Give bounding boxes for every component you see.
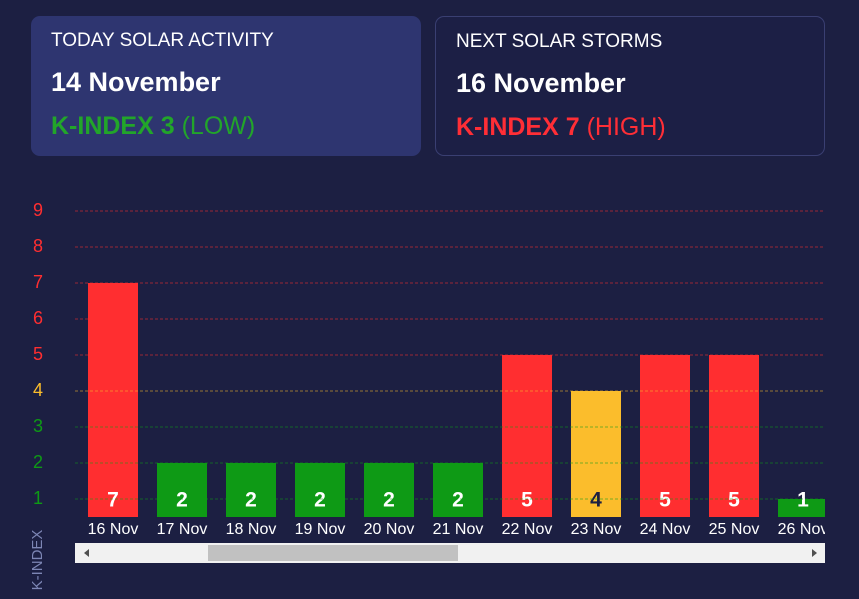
scroll-right[interactable] xyxy=(812,549,817,557)
scroll-left[interactable] xyxy=(84,549,89,557)
bar xyxy=(364,463,414,517)
bar-label: 5 xyxy=(521,489,533,512)
y-tick-label: 4 xyxy=(33,380,43,400)
x-tick-label: 25 Nov xyxy=(709,521,760,538)
level: (LOW) xyxy=(181,112,256,140)
x-tick-label: 26 Nov xyxy=(778,521,829,538)
x-tick-label: 24 Nov xyxy=(640,521,691,538)
kindex: K-INDEX 7 xyxy=(456,113,580,141)
y-tick-label: 3 xyxy=(33,416,43,436)
x-tick-label: 19 Nov xyxy=(295,521,346,538)
next-card: NEXT SOLAR STORMS 16 November K-INDEX 7 … xyxy=(435,16,825,156)
card-kindex: K-INDEX 7 (HIGH) xyxy=(456,113,804,142)
bar xyxy=(157,463,207,517)
bar xyxy=(640,355,690,517)
bar-label: 2 xyxy=(245,489,257,512)
bar xyxy=(709,355,759,517)
x-tick-label: 17 Nov xyxy=(157,521,208,538)
bar-label: 2 xyxy=(314,489,326,512)
bar xyxy=(571,391,621,517)
x-tick-label: 21 Nov xyxy=(433,521,484,538)
plot-area: 16 Nov 7 17 Nov 2 18 Nov 2 19 Nov 2 20 Nov 2 21 No… xyxy=(88,283,829,538)
y-tick-label: 8 xyxy=(33,236,43,256)
bar-label: 1 xyxy=(797,489,809,512)
card-label: TODAY SOLAR ACTIVITY xyxy=(51,30,274,51)
bar-label: 5 xyxy=(728,489,740,512)
card-label: NEXT SOLAR STORMS xyxy=(456,31,663,52)
bar-label: 5 xyxy=(659,489,671,512)
bar xyxy=(295,463,345,517)
x-tick-label: 22 Nov xyxy=(502,521,553,538)
bar xyxy=(88,283,138,517)
scroll-thumb[interactable] xyxy=(208,545,458,561)
bar xyxy=(502,355,552,517)
today-card: TODAY SOLAR ACTIVITY 14 November K-INDEX… xyxy=(31,16,421,156)
bar-label: 2 xyxy=(176,489,188,512)
bar-label: 7 xyxy=(107,489,119,512)
bar xyxy=(226,463,276,517)
x-tick-label: 18 Nov xyxy=(226,521,277,538)
y-tick-label: 9 xyxy=(33,200,43,220)
y-axis-label: K-INDEX xyxy=(29,530,46,591)
card-date: 14 November xyxy=(51,67,221,97)
bar xyxy=(778,499,825,517)
x-tick-label: 16 Nov xyxy=(88,521,139,538)
x-tick-label: 23 Nov xyxy=(571,521,622,538)
y-tick-label: 1 xyxy=(33,488,43,508)
kindex: K-INDEX 3 xyxy=(51,112,175,140)
card-date: 16 November xyxy=(456,68,626,98)
bar-label: 2 xyxy=(452,489,464,512)
level: (HIGH) xyxy=(586,113,666,141)
y-tick-label: 7 xyxy=(33,272,43,292)
y-tick-label: 2 xyxy=(33,452,43,472)
bar-label: 2 xyxy=(383,489,395,512)
bar-label: 4 xyxy=(590,489,602,512)
card-kindex: K-INDEX 3 (LOW) xyxy=(51,112,401,141)
bar xyxy=(433,463,483,517)
y-tick-label: 6 xyxy=(33,308,43,328)
x-tick-label: 20 Nov xyxy=(364,521,415,538)
y-tick-label: 5 xyxy=(33,344,43,364)
